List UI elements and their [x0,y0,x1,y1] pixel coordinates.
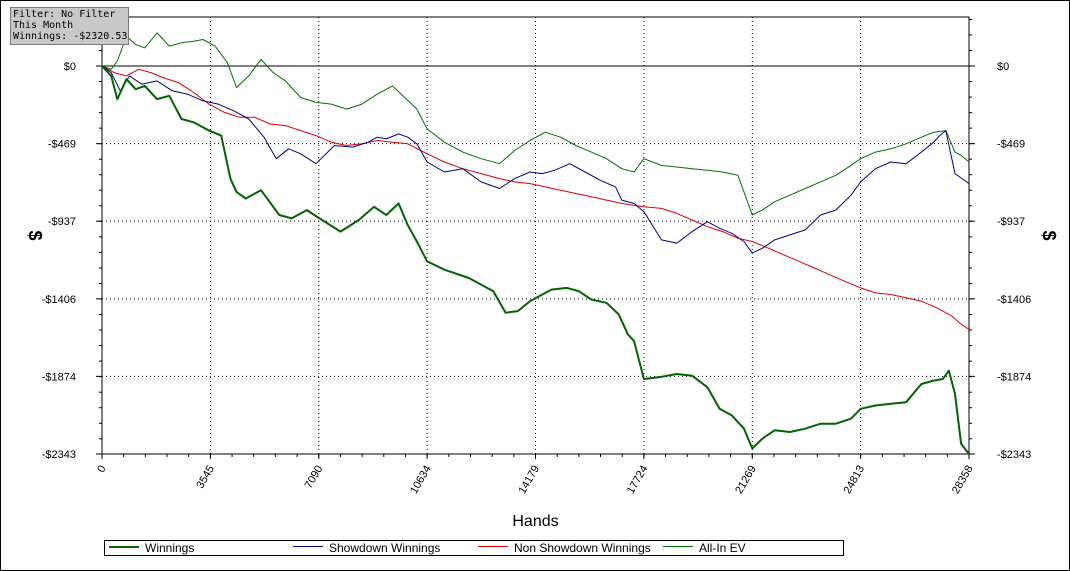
x-tick-label: 10634 [408,464,434,496]
x-tick-label: 24813 [842,464,868,496]
series-line-non-showdown-winnings [102,65,969,330]
y-tick-label-right: -$1874 [997,371,1031,383]
y-tick-label-left: -$1874 [42,371,76,383]
legend-item-allin-ev: All-In EV [663,541,746,555]
legend-swatch-allin-ev [663,546,693,548]
chart-legend: Winnings Showdown Winnings Non Showdown … [104,540,844,556]
y-axis-title-left: $ [25,230,45,240]
legend-swatch-showdown [293,546,323,548]
grid-layer [102,17,969,454]
legend-item-showdown: Showdown Winnings [293,541,440,555]
y-axis-title-right: $ [1039,230,1059,240]
x-tick-label: 17724 [625,464,651,496]
y-tick-label-left: -$469 [48,139,76,151]
filter-label: Filter: No Filter [13,9,116,20]
series-layer [102,32,969,454]
period-label: This Month [13,20,74,31]
x-tick-label: 14179 [516,464,542,496]
legend-label-allin-ev: All-In EV [699,541,746,555]
x-tick-label: 3545 [194,464,217,491]
legend-swatch-winnings [109,545,139,548]
x-tick-label: 7090 [303,464,326,491]
series-line-showdown-winnings [102,65,969,254]
legend-label-winnings: Winnings [145,541,195,555]
plot-border [101,16,970,455]
y-tick-label-left: -$1406 [42,294,76,306]
filter-info-box: Filter: No Filter This Month Winnings: -… [10,7,129,45]
y-tick-label-left: -$2343 [42,449,76,461]
y-tick-label-right: -$1406 [997,294,1031,306]
y-tick-label-left: $0 [64,61,76,73]
x-axis-title: Hands [512,513,558,530]
y-tick-label-right: -$937 [997,216,1025,228]
x-tick-label: 0 [95,464,108,475]
legend-label-non-showdown: Non Showdown Winnings [514,541,651,555]
series-line-all-in-ev [102,32,969,216]
legend-item-non-showdown: Non Showdown Winnings [478,541,651,555]
y-tick-label-right: -$2343 [997,449,1031,461]
x-tick-label: 28358 [950,464,976,496]
legend-swatch-non-showdown [478,546,508,548]
y-tick-label-left: -$937 [48,216,76,228]
y-tick-label-right: -$469 [997,139,1025,151]
x-tick-label: 21269 [733,464,759,496]
legend-label-showdown: Showdown Winnings [329,541,441,555]
axis-layer [96,16,975,459]
y-tick-label-right: $0 [997,61,1009,73]
series-line-winnings [102,65,969,454]
winnings-summary: Winnings: -$2320.53 [13,31,128,42]
legend-item-winnings: Winnings [109,541,194,555]
